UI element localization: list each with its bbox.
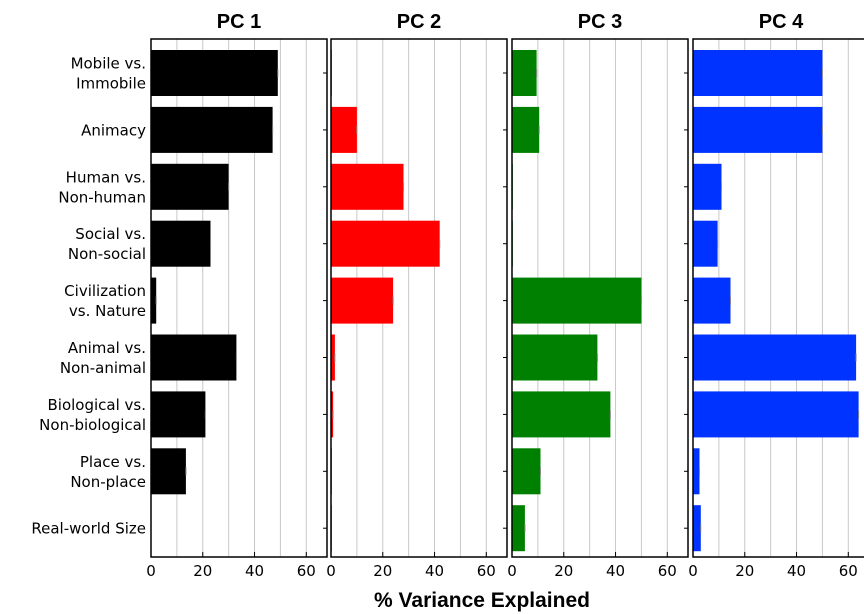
- bar: [693, 448, 700, 495]
- category-label: Non-human: [58, 188, 146, 206]
- x-tick-label: 0: [146, 562, 156, 580]
- category-labels: Mobile vs. Immobile Animacy Human vs. Non-hu…: [31, 55, 146, 538]
- category-label: Non-biological: [39, 416, 146, 434]
- category-label: Mobile vs.: [71, 55, 146, 73]
- panel-title: PC 4: [759, 11, 804, 33]
- x-tick-label: 0: [688, 562, 698, 580]
- bar: [693, 334, 857, 381]
- category-label: Place vs.: [80, 453, 146, 471]
- bar: [151, 106, 273, 153]
- bar: [151, 163, 229, 210]
- bar: [151, 277, 157, 324]
- bar: [331, 391, 334, 438]
- panels: 0 20 40 60 PC 1 0 20 40 60 PC 2 0 20 40 60 PC 3 0 20 40 60…: [146, 11, 864, 580]
- x-tick-label: 60: [839, 562, 858, 580]
- category-label: Real-world Size: [31, 520, 146, 538]
- x-tick-label: 20: [193, 562, 212, 580]
- bar: [151, 334, 237, 381]
- x-tick-label: 40: [245, 562, 264, 580]
- x-tick-label: 40: [787, 562, 806, 580]
- x-tick-label: 20: [373, 562, 392, 580]
- bar: [512, 277, 642, 324]
- bar: [512, 334, 598, 381]
- bar: [151, 391, 206, 438]
- bar: [512, 391, 611, 438]
- panel-frame: [150, 38, 328, 558]
- bar: [693, 391, 859, 438]
- x-tick-label: 20: [735, 562, 754, 580]
- bar: [331, 277, 394, 324]
- bar: [151, 448, 186, 495]
- panel-frame: [330, 38, 508, 558]
- category-label: Biological vs.: [47, 396, 146, 414]
- category-label: Immobile: [76, 75, 146, 93]
- panel-title: PC 3: [578, 11, 622, 33]
- bar: [331, 163, 404, 210]
- x-tick-label: 0: [326, 562, 336, 580]
- bar: [512, 448, 541, 495]
- category-label: Non-place: [70, 473, 146, 491]
- bar: [331, 220, 440, 267]
- panel-1: 0 20 40 60 PC 1: [146, 11, 328, 580]
- panel-2: 0 20 40 60 PC 2: [326, 11, 508, 580]
- bar: [512, 505, 525, 552]
- category-label: Non-social: [68, 245, 146, 263]
- bar: [693, 106, 823, 153]
- x-tick-label: 60: [297, 562, 316, 580]
- panel-4: 0 20 40 60 PC 4: [688, 11, 864, 580]
- category-label: Animal vs.: [68, 339, 146, 357]
- panel-title: PC 2: [397, 11, 441, 33]
- category-label: Social vs.: [75, 225, 146, 243]
- x-tick-label: 40: [425, 562, 444, 580]
- category-label: Animacy: [81, 121, 146, 139]
- panel-title: PC 1: [217, 11, 261, 33]
- bar: [151, 50, 278, 96]
- bar: [693, 505, 701, 552]
- bar: [512, 50, 537, 96]
- category-label: Non-animal: [60, 359, 146, 377]
- bar: [331, 334, 335, 381]
- bar: [331, 106, 357, 153]
- x-tick-label: 60: [658, 562, 677, 580]
- category-label: Civilization: [64, 282, 146, 300]
- bar: [693, 220, 718, 267]
- x-axis-label: % Variance Explained: [374, 589, 590, 612]
- x-tick-label: 60: [477, 562, 496, 580]
- bar: [693, 163, 722, 210]
- x-tick-label: 40: [606, 562, 625, 580]
- bar: [693, 277, 731, 324]
- bar: [693, 50, 823, 96]
- panel-frame: [692, 38, 864, 558]
- category-label: Human vs.: [66, 168, 146, 186]
- bar: [512, 106, 540, 153]
- bar: [151, 220, 211, 267]
- x-tick-label: 20: [554, 562, 573, 580]
- x-tick-label: 0: [507, 562, 517, 580]
- panel-frame: [511, 38, 689, 558]
- category-label: vs. Nature: [69, 302, 146, 320]
- panel-3: 0 20 40 60 PC 3: [507, 11, 689, 580]
